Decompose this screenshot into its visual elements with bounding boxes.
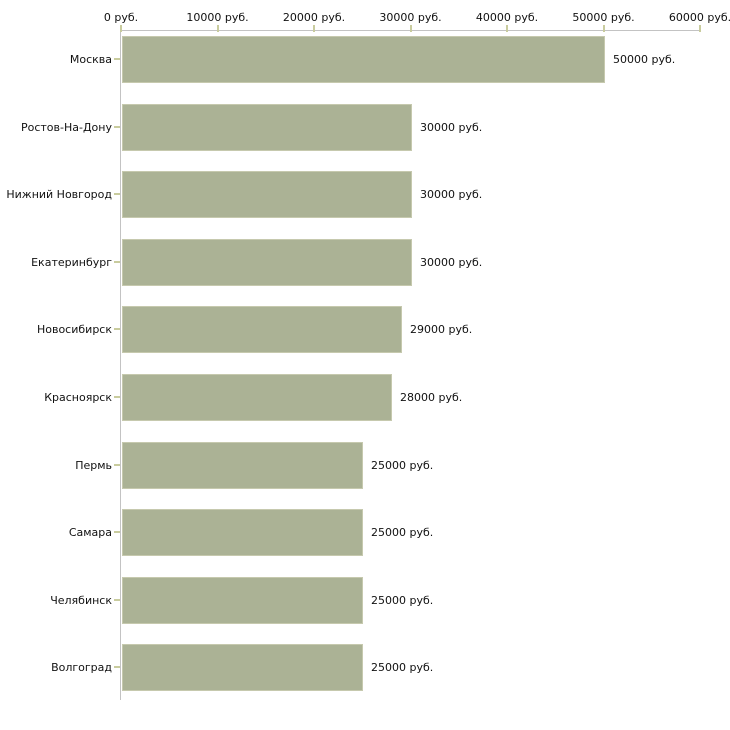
bar — [122, 577, 363, 624]
bar — [122, 239, 412, 286]
x-tick-mark — [409, 25, 412, 32]
x-tick-label: 0 руб. — [103, 11, 139, 24]
x-tick-label: 10000 руб. — [186, 11, 249, 24]
x-tick-label: 60000 руб. — [668, 11, 730, 24]
value-label: 29000 руб. — [410, 323, 473, 336]
x-tick-label: 50000 руб. — [572, 11, 635, 24]
category-label: Нижний Новгород — [6, 188, 112, 201]
category-tick-mark — [114, 328, 120, 330]
bar — [122, 442, 363, 489]
value-label: 25000 руб. — [371, 594, 434, 607]
x-tick-mark — [602, 25, 605, 32]
category-tick-mark — [114, 126, 120, 128]
bar — [122, 306, 402, 353]
category-label: Ростов-На-Дону — [20, 121, 112, 134]
category-tick-mark — [114, 599, 120, 601]
category-tick-mark — [114, 531, 120, 533]
value-label: 30000 руб. — [420, 256, 483, 269]
y-axis-line — [120, 30, 121, 700]
bar — [122, 644, 363, 691]
category-label: Красноярск — [44, 391, 112, 404]
value-label: 30000 руб. — [420, 188, 483, 201]
category-label: Новосибирск — [36, 323, 112, 336]
category-label: Волгоград — [51, 661, 112, 674]
x-tick-mark — [216, 25, 219, 32]
x-tick-mark — [313, 25, 315, 32]
x-tick-label: 40000 руб. — [475, 11, 539, 24]
category-tick-mark — [114, 58, 120, 60]
bar — [122, 104, 412, 151]
bar — [122, 509, 363, 556]
category-tick-mark — [114, 666, 120, 668]
bar — [122, 374, 392, 421]
value-label: 25000 руб. — [371, 661, 434, 674]
value-label: 25000 руб. — [371, 459, 434, 472]
category-label: Пермь — [75, 459, 112, 472]
x-tick-mark — [506, 25, 508, 32]
x-tick-mark — [120, 25, 122, 32]
x-tick-label: 30000 руб. — [379, 11, 442, 24]
value-label: 30000 руб. — [420, 121, 483, 134]
value-label: 25000 руб. — [371, 526, 434, 539]
category-tick-mark — [114, 464, 120, 466]
category-label: Челябинск — [50, 594, 112, 607]
category-label: Екатеринбург — [31, 256, 112, 269]
category-label: Москва — [69, 53, 112, 66]
x-tick-mark — [699, 25, 701, 32]
category-tick-mark — [114, 396, 120, 398]
category-tick-mark — [114, 193, 120, 195]
category-tick-mark — [114, 261, 120, 263]
bar — [122, 171, 412, 218]
bar — [122, 36, 605, 83]
value-label: 28000 руб. — [400, 391, 463, 404]
value-label: 50000 руб. — [613, 53, 676, 66]
category-label: Самара — [68, 526, 112, 539]
x-tick-label: 20000 руб. — [282, 11, 346, 24]
